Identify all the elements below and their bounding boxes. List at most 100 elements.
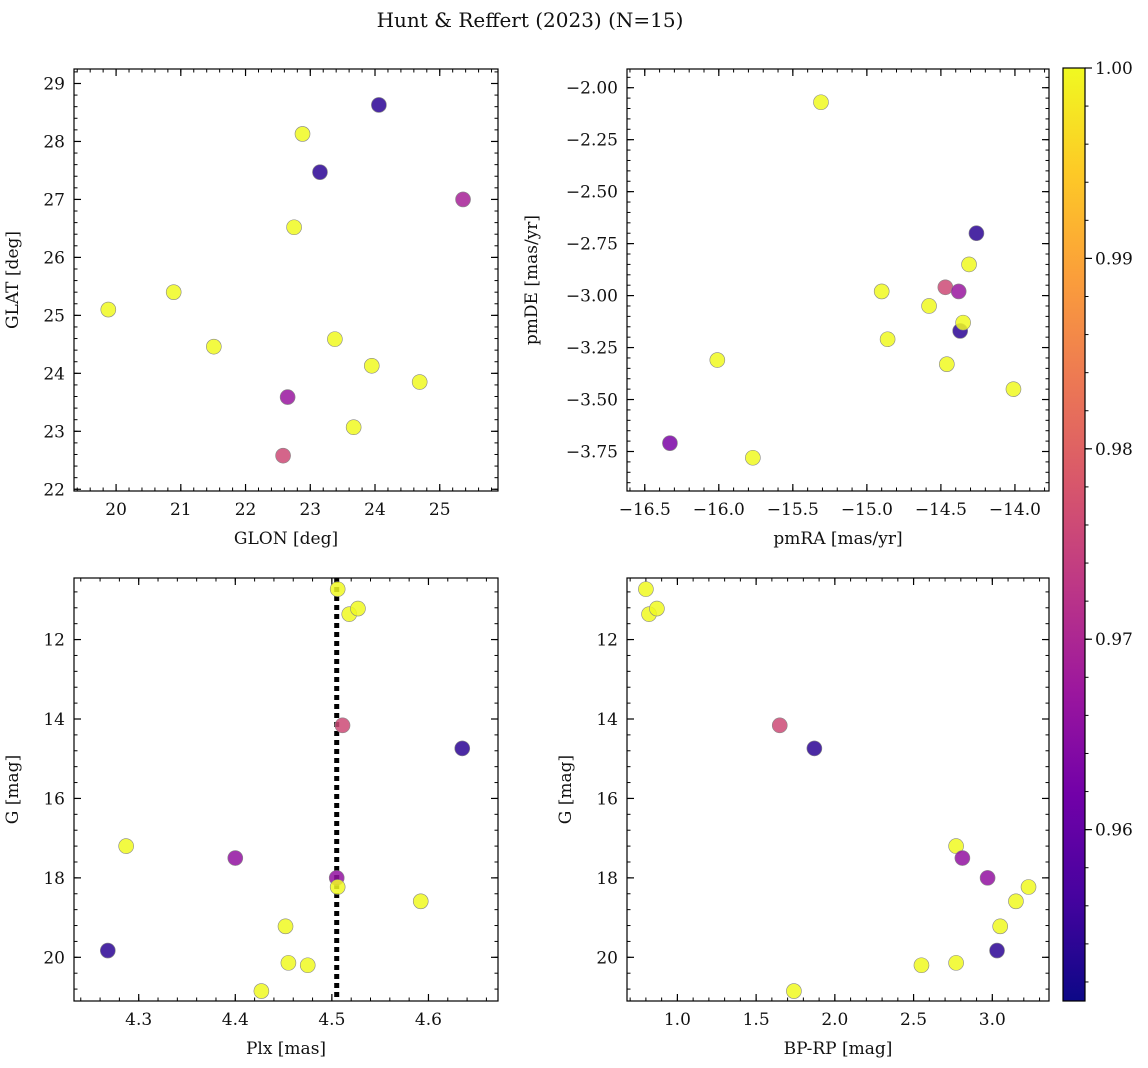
y-tick-label: 22 [43,480,65,500]
data-point [913,957,930,974]
panel-bprp-g: 1.0 1.5 2.0 2.5 3.0 12 14 16 18 20 BP-RP [mag] G [m… [556,577,1050,1059]
data-point [709,352,726,368]
y-tick-label: 24 [43,364,65,384]
data-point [100,942,116,959]
x-tick-label: −14.0 [989,500,1041,520]
y-tick-label: 14 [43,710,65,730]
data-point [955,314,971,331]
colorbar-gradient [1062,67,1086,1002]
y-tick-label: 28 [43,132,65,152]
y-tick-label: 12 [596,631,618,651]
colorbar-tick-label: 0.97 [1095,630,1133,650]
y-tick-label: 18 [596,869,618,889]
data-point [1020,879,1037,895]
data-point [363,357,380,374]
data-point [206,338,222,355]
y-tick-label: 23 [43,422,65,442]
x-axis-label: BP-RP [mag] [784,1039,893,1059]
x-tick-label: 24 [364,500,386,520]
y-tick-label: −2.25 [566,131,618,151]
y-axis-label: GLAT [deg] [3,231,23,329]
x-tick-label: 4.5 [318,1010,345,1030]
data-point [638,581,654,597]
y-tick-label: 26 [43,248,65,268]
data-point [411,374,428,390]
x-tick-label: −15.5 [767,500,819,520]
panel-pmra-pmde: −16.5 −16.0 −15.5 −15.0 −14.5 −14.0 −3.75 −3.50… [522,68,1050,549]
data-point [954,850,971,866]
x-tick-label: 25 [429,500,451,520]
data-point [279,389,296,405]
y-tick-label: 12 [43,631,65,651]
y-tick-label: −2.75 [566,235,618,255]
x-tick-label: −14.5 [915,500,967,520]
data-point [989,942,1005,959]
x-tick-label: 20 [105,500,127,520]
y-tick-label: −2.00 [566,79,618,99]
colorbar: 0.96 0.97 0.98 0.99 1.00 [1062,59,1133,1002]
plot-frame [626,68,1050,492]
data-point [329,879,346,895]
y-tick-label: 25 [43,306,65,326]
x-tick-label: 22 [235,500,257,520]
y-tick-label: −3.75 [566,443,618,463]
y-tick-label: 16 [596,789,618,809]
data-point [227,850,244,866]
y-axis-label: G [mag] [556,755,576,824]
data-point [649,600,665,617]
data-point [275,447,291,464]
data-point [968,225,985,242]
y-tick-label: 14 [596,710,618,730]
x-tick-label: 23 [299,500,321,520]
data-point [345,419,362,436]
y-tick-label: −3.00 [566,287,618,307]
data-point [939,356,955,372]
panel-plx-g: 4.3 4.4 4.5 4.6 12 14 16 18 20 Plx [mas] G [mag] [3,577,499,1059]
colorbar-tick-label: 0.99 [1095,249,1133,269]
data-point [979,870,996,886]
x-tick-label: −15.0 [841,500,893,520]
x-tick-label: −16.5 [619,500,671,520]
data-point [100,301,117,318]
data-point [294,126,311,142]
y-tick-label: 20 [596,948,618,968]
x-axis-label: Plx [mas] [246,1039,326,1059]
plot-frame [626,577,1050,1002]
data-point [771,717,788,734]
x-tick-label: 4.6 [415,1010,442,1030]
panel-glon-glat: 20 21 22 23 24 25 22 23 24 25 26 27 28 29 GLON [deg] GL… [3,68,499,549]
x-tick-label: 2.5 [900,1010,927,1030]
data-point [961,256,977,273]
data-point [879,331,896,348]
data-point [948,955,964,971]
y-tick-label: −2.50 [566,183,618,203]
x-axis-label: GLON [deg] [234,529,338,549]
data-point [662,435,678,451]
data-point [280,955,297,971]
data-point [873,283,890,300]
colorbar-tick-label: 0.98 [1095,440,1133,460]
colorbar-tick-label: 0.96 [1095,821,1133,841]
x-tick-label: 2.0 [821,1010,848,1030]
y-tick-label: −3.50 [566,391,618,411]
x-tick-label: 3.0 [979,1010,1006,1030]
data-point [1005,381,1022,397]
data-point [371,97,387,113]
y-axis-label: pmDE [mas/yr] [522,215,542,345]
data-point [806,740,823,757]
data-point [813,94,829,111]
data-point [412,893,429,910]
colorbar-tick-label: 1.00 [1095,59,1133,79]
y-tick-label: 20 [43,948,65,968]
data-point [1008,893,1024,910]
y-tick-label: 27 [43,190,65,210]
data-point [937,279,954,296]
plot-frame [73,577,499,1002]
data-point [327,331,343,347]
data-point [118,838,134,854]
data-point [286,219,302,236]
data-point [165,284,182,300]
y-tick-label: 18 [43,869,65,889]
data-point [950,283,967,300]
